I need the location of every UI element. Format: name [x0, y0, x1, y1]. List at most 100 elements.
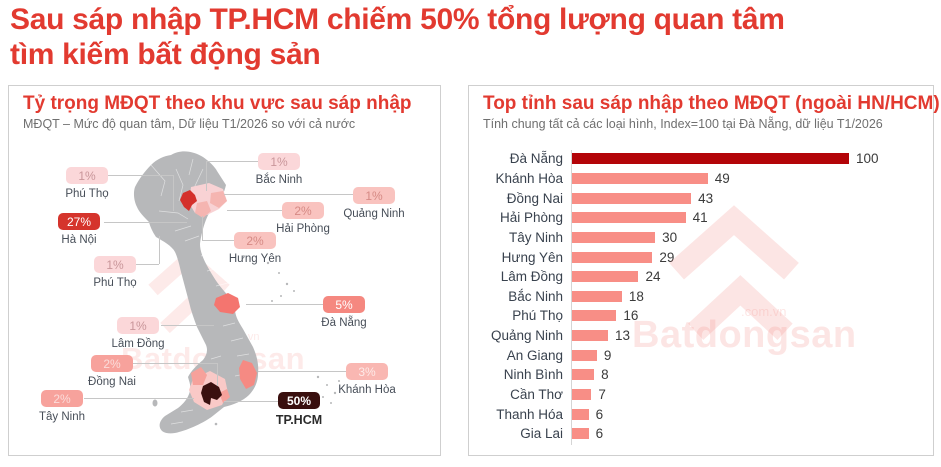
- bar: [572, 172, 708, 184]
- bar: [572, 310, 617, 322]
- bar: [572, 192, 692, 204]
- badge-connector-line: [159, 236, 160, 264]
- map-badge-kh-nh-h-a: 3% Khánh Hòa: [329, 363, 405, 396]
- bar-value: 29: [659, 249, 675, 265]
- badge-connector-line: [206, 161, 258, 162]
- badge-connector-line: [224, 194, 353, 195]
- bar: [572, 271, 639, 283]
- map-badge-value: 50%: [278, 392, 320, 409]
- map-badge-label: Phú Thọ: [93, 277, 137, 289]
- map-badge-label: TP.HCM: [275, 413, 323, 427]
- bar-category-label: Khánh Hòa: [495, 170, 563, 186]
- bar-value: 49: [714, 170, 730, 186]
- map-badge-t-y-ninh: 2% Tây Ninh: [24, 390, 100, 423]
- bar-row-qu-ng-ninh: Quảng Ninh 13: [469, 326, 929, 346]
- map-badge-label: Hải Phòng: [276, 223, 330, 235]
- map-badge-value: 2%: [234, 232, 276, 249]
- bar-row-kh-nh-h-a: Khánh Hòa 49: [469, 169, 929, 189]
- map-badge-b-c-ninh: 1% Bắc Ninh: [241, 153, 317, 186]
- bar-row--n-ng: Đà Nẵng 100: [469, 149, 929, 169]
- map-badge-h-n-i: 27% Hà Nội: [41, 213, 117, 246]
- bar-value: 100: [856, 151, 879, 167]
- bar: [572, 408, 589, 420]
- chart-axis-line: [571, 150, 572, 445]
- bar: [572, 251, 653, 263]
- badge-connector-line: [132, 363, 217, 364]
- islands: [152, 261, 340, 426]
- bar: [572, 428, 589, 440]
- page-title-line2: tìm kiếm bất động sản: [10, 38, 321, 71]
- map-badge-value: 2%: [91, 355, 133, 372]
- map-badge-label: Lâm Đồng: [111, 338, 165, 350]
- bar-category-label: Tây Ninh: [508, 229, 563, 245]
- badge-connector-line: [217, 363, 218, 386]
- map-badge-l-m-ng: 1% Lâm Đồng: [100, 317, 176, 350]
- map-badge-ph-th-: 1% Phú Thọ: [49, 167, 125, 200]
- bar-row-gia-lai: Gia Lai 6: [469, 424, 929, 444]
- map-badge-label: Khánh Hòa: [338, 384, 396, 396]
- bar-value: 18: [628, 288, 644, 304]
- map-badge-value: 1%: [94, 256, 136, 273]
- bar-category-label: Đồng Nai: [506, 190, 563, 206]
- map-badge-value: 2%: [41, 390, 83, 407]
- province-hung-yen: [195, 201, 211, 218]
- bar-category-label: Hải Phòng: [499, 210, 563, 226]
- bar: [572, 153, 849, 165]
- vietnam-map: [133, 151, 340, 434]
- map-badge-value: 1%: [258, 153, 300, 170]
- map-badge--n-ng: 5% Đà Nẵng: [306, 296, 382, 329]
- bar-category-label: Quảng Ninh: [490, 328, 563, 344]
- map-panel: Tỷ trọng MĐQT theo khu vực sau sáp nhập …: [8, 85, 441, 456]
- badge-connector-line: [206, 161, 207, 191]
- chart-panel: Top tỉnh sau sáp nhập theo MĐQT (ngoài H…: [468, 85, 940, 456]
- badge-connector-line: [104, 222, 187, 223]
- bar-row-ph-th-: Phú Thọ 16: [469, 306, 929, 326]
- province-ha-noi: [180, 190, 197, 211]
- map-badge-label: Quảng Ninh: [343, 208, 405, 220]
- badge-connector-line: [227, 210, 282, 211]
- bar-category-label: Hưng Yên: [501, 249, 563, 265]
- bar-value: 24: [645, 269, 661, 285]
- province-khanh-hoa: [239, 360, 257, 389]
- chart-panel-title: Top tỉnh sau sáp nhập theo MĐQT (ngoài H…: [483, 93, 940, 114]
- badge-connector-line: [202, 240, 234, 241]
- badge-connector-line: [132, 264, 159, 265]
- bar-row-thanh-h-a: Thanh Hóa 6: [469, 404, 929, 424]
- map-panel-subtitle: MĐQT – Mức độ quan tâm, Dữ liệu T1/2026 …: [23, 117, 356, 131]
- bar-row-h-ng-y-n: Hưng Yên 29: [469, 247, 929, 267]
- badge-connector-line: [258, 371, 346, 372]
- bar-value: 13: [615, 328, 631, 344]
- map-badge-value: 2%: [282, 202, 324, 219]
- bar-value: 6: [595, 426, 604, 442]
- bar-category-label: Đà Nẵng: [509, 151, 563, 167]
- map-badge-value: 3%: [346, 363, 388, 380]
- bar: [572, 231, 656, 243]
- province-da-nang: [214, 293, 240, 314]
- bar-value: 43: [698, 190, 714, 206]
- badge-connector-line: [202, 216, 203, 240]
- map-badge-label: Tây Ninh: [38, 411, 86, 423]
- vietnam-outline: [133, 151, 259, 434]
- map-badge-qu-ng-ninh: 1% Quảng Ninh: [336, 187, 412, 220]
- bar-row-t-y-ninh: Tây Ninh 30: [469, 228, 929, 248]
- bar-row-c-n-th-: Cần Thơ 7: [469, 385, 929, 405]
- bar-category-label: Phú Thọ: [512, 308, 563, 324]
- badge-connector-line: [246, 304, 323, 305]
- bar: [572, 349, 597, 361]
- map-badge-value: 1%: [66, 167, 108, 184]
- bar-category-label: Ninh Bình: [503, 367, 563, 383]
- chart-panel-subtitle: Tính chung tất cả các loại hình, Index=1…: [483, 117, 883, 131]
- bar-category-label: Cần Thơ: [510, 387, 563, 402]
- bar-value: 8: [601, 367, 609, 383]
- bar: [572, 290, 622, 302]
- bar-category-label: Thanh Hóa: [496, 406, 563, 422]
- bar-category-label: An Giang: [506, 347, 563, 363]
- map-badge--ng-nai: 2% Đồng Nai: [74, 355, 150, 388]
- map-badge-label: Đồng Nai: [88, 376, 136, 388]
- bar-category-label: Bắc Ninh: [508, 288, 563, 304]
- map-badge-label: Bắc Ninh: [255, 174, 303, 186]
- map-badge-label: Hà Nội: [61, 234, 97, 246]
- bar-row--ng-nai: Đồng Nai 43: [469, 188, 929, 208]
- badge-connector-line: [161, 325, 214, 326]
- map-badge-h-i-ph-ng: 2% Hải Phòng: [265, 202, 341, 235]
